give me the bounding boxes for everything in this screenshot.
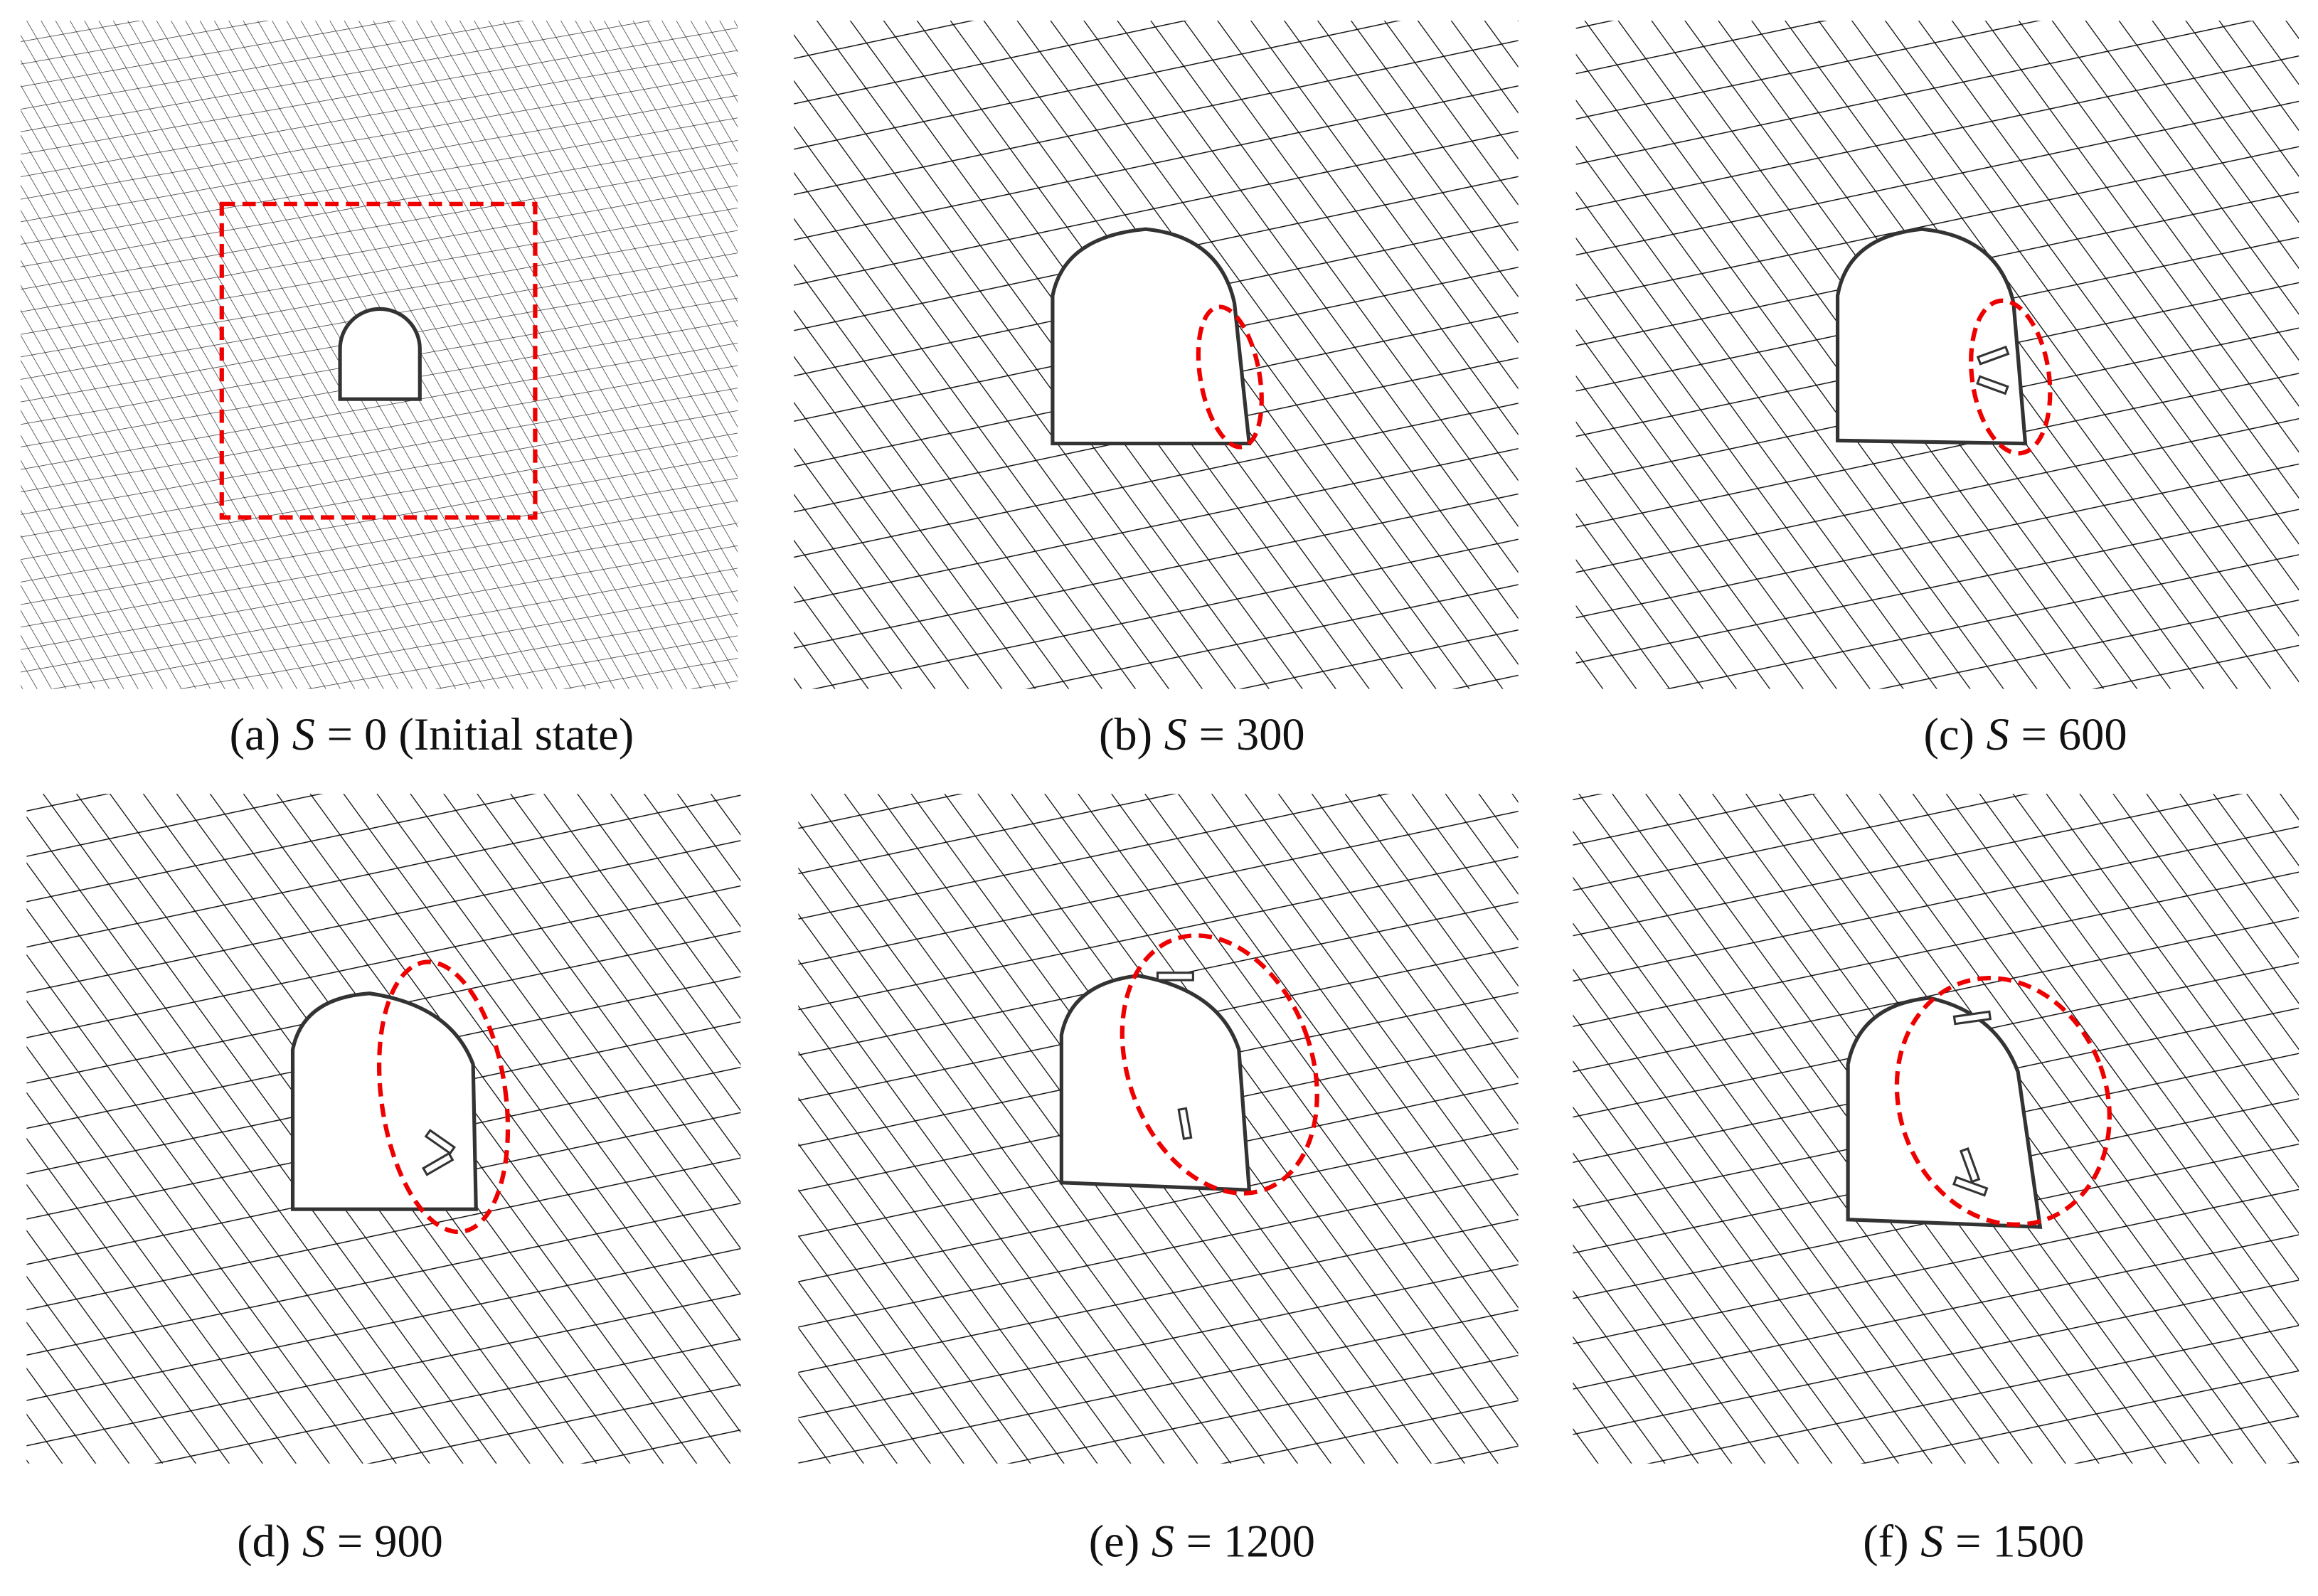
tunnel bbox=[1051, 227, 1252, 446]
debris bbox=[1976, 345, 2010, 366]
tunnel bbox=[290, 991, 478, 1211]
caption-text: = 900 bbox=[337, 1516, 443, 1567]
failure-zone bbox=[1120, 933, 1319, 1196]
caption-label: (c) bbox=[1924, 709, 1975, 760]
caption-symbol: S bbox=[292, 709, 315, 760]
failure-zone bbox=[1969, 298, 2053, 456]
caption: (e) S = 1200 bbox=[1089, 1516, 1315, 1567]
failure-zone bbox=[1196, 304, 1264, 449]
debris bbox=[1952, 1176, 1989, 1197]
caption-label: (e) bbox=[1089, 1516, 1139, 1567]
caption-symbol: S bbox=[302, 1516, 325, 1567]
captions: (a) S = 0 (Initial state) (b) S = 300 (c) S = 60… bbox=[230, 709, 2127, 1567]
caption-label: (d) bbox=[237, 1516, 290, 1567]
caption-symbol: S bbox=[1164, 709, 1187, 760]
caption-text: = 300 bbox=[1199, 709, 1305, 760]
caption-text: = 1500 bbox=[1955, 1516, 2084, 1567]
caption-symbol: S bbox=[1152, 1516, 1174, 1567]
caption: (a) S = 0 (Initial state) bbox=[230, 709, 634, 760]
caption-label: (b) bbox=[1099, 709, 1152, 760]
region-box bbox=[219, 201, 538, 520]
debris bbox=[1177, 1107, 1193, 1141]
tunnel bbox=[1846, 996, 2043, 1229]
tunnel bbox=[1059, 974, 1252, 1192]
debris bbox=[424, 1129, 456, 1155]
failure-zone bbox=[376, 959, 511, 1235]
tunnel bbox=[338, 307, 422, 401]
debris bbox=[422, 1151, 454, 1176]
caption-symbol: S bbox=[1987, 709, 2009, 760]
tunnel bbox=[1835, 227, 2028, 446]
caption-symbol: S bbox=[1920, 1516, 1943, 1567]
caption: (b) S = 300 bbox=[1099, 709, 1305, 760]
debris bbox=[1959, 1147, 1981, 1183]
caption-text: = 1200 bbox=[1186, 1516, 1315, 1567]
caption-text: = 0 (Initial state) bbox=[327, 709, 634, 760]
panels: (a) S = 0 (Initial state) (b) S = 300 (c) S = 60… bbox=[21, 21, 2300, 1567]
debris bbox=[1156, 972, 1194, 981]
caption: (d) S = 900 bbox=[237, 1516, 443, 1567]
caption: (c) S = 600 bbox=[1924, 709, 2127, 760]
caption-text: = 600 bbox=[2021, 709, 2127, 760]
failure-zone bbox=[1894, 976, 2112, 1227]
caption-label: (f) bbox=[1863, 1516, 1908, 1567]
debris bbox=[1952, 1010, 1992, 1026]
caption-label: (a) bbox=[230, 709, 281, 760]
caption: (f) S = 1500 bbox=[1863, 1516, 2084, 1567]
debris bbox=[1976, 375, 2009, 395]
